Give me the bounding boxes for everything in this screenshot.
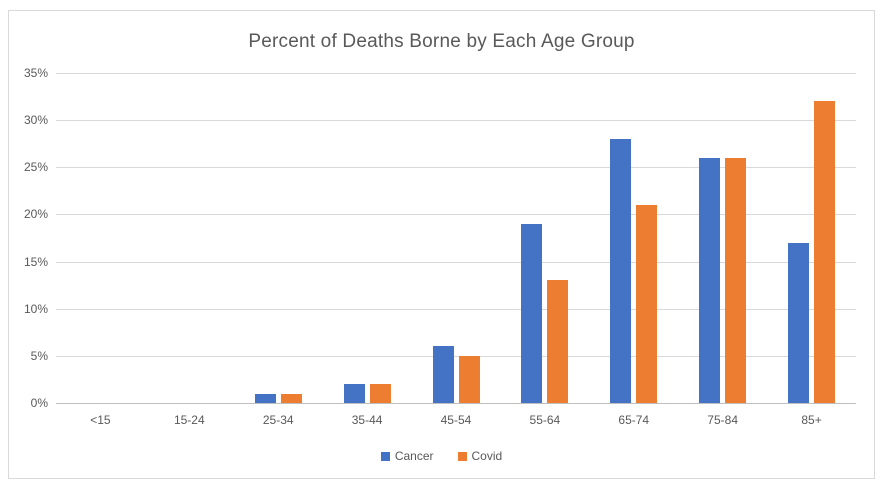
bar-covid-6574 bbox=[636, 205, 658, 403]
legend-label: Cancer bbox=[394, 449, 434, 463]
legend-label: Covid bbox=[471, 449, 503, 463]
bar-cancer-7584 bbox=[699, 157, 721, 403]
bar-covid-7584 bbox=[725, 157, 747, 403]
x-axis-category-label: 65-74 bbox=[618, 413, 650, 427]
bar-cancer-5564 bbox=[521, 223, 543, 403]
y-axis-tick-label: 20% bbox=[23, 207, 48, 222]
x-axis-line bbox=[56, 403, 856, 404]
bar-covid-2534 bbox=[280, 393, 302, 403]
bar-cancer-3544 bbox=[343, 384, 365, 403]
bar-cancer-2534 bbox=[254, 393, 276, 403]
y-axis-tick-label: 35% bbox=[23, 66, 48, 80]
legend-item-cancer: Cancer bbox=[380, 449, 434, 463]
gridline bbox=[56, 308, 856, 310]
gridline bbox=[56, 120, 856, 122]
chart-frame: Percent of Deaths Borne by Each Age Grou… bbox=[8, 10, 875, 479]
x-axis-category-label: 75-84 bbox=[707, 413, 738, 427]
y-axis-tick-label: 0% bbox=[30, 396, 48, 410]
x-axis-category-label: 55-64 bbox=[529, 413, 561, 427]
bar-cancer-4554 bbox=[432, 346, 454, 403]
y-axis-tick-label: 5% bbox=[30, 348, 48, 363]
bar-covid-4554 bbox=[458, 355, 480, 403]
bar-cancer-85+ bbox=[788, 242, 810, 403]
bar-covid-85+ bbox=[814, 101, 836, 403]
bar-cancer-6574 bbox=[610, 139, 632, 403]
gridline bbox=[56, 167, 856, 169]
gridline bbox=[56, 73, 856, 74]
x-axis-category-label: <15 bbox=[90, 413, 111, 427]
y-axis-tick-label: 25% bbox=[23, 160, 48, 175]
x-axis-category-label: 35-44 bbox=[351, 413, 383, 427]
chart-title: Percent of Deaths Borne by Each Age Grou… bbox=[248, 31, 635, 52]
x-axis-category-label: 45-54 bbox=[440, 413, 472, 427]
y-axis-tick-label: 15% bbox=[23, 254, 48, 269]
y-axis-tick-label: 10% bbox=[23, 301, 48, 316]
bar-covid-3544 bbox=[369, 384, 391, 403]
x-axis-category-label: 15-24 bbox=[173, 413, 205, 427]
gridline bbox=[56, 261, 856, 263]
legend-item-covid: Covid bbox=[457, 449, 503, 463]
gridline bbox=[56, 355, 856, 357]
bar-covid-5564 bbox=[547, 280, 569, 403]
chart-legend: Cancer Covid bbox=[9, 449, 874, 463]
plot-area: 0% 5% 10% 15% 20% 25% 30% 35% <15 15-24 25-34 35-44… bbox=[24, 66, 856, 427]
x-axis-category-label: 25-34 bbox=[262, 413, 294, 427]
legend-swatch-icon bbox=[380, 451, 390, 461]
y-axis-tick-label: 30% bbox=[23, 113, 48, 128]
gridline bbox=[56, 214, 856, 216]
x-axis-category-label: 85+ bbox=[801, 413, 822, 427]
legend-swatch-icon bbox=[457, 451, 467, 461]
